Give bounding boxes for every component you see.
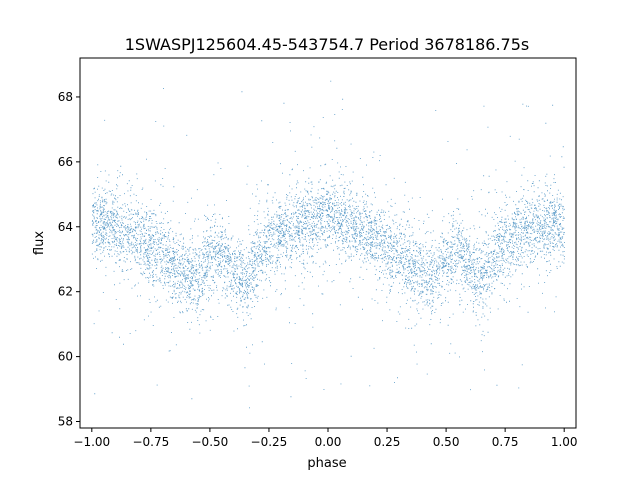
y-axis-label: flux bbox=[32, 231, 47, 255]
x-tick-label: 0.00 bbox=[315, 435, 342, 449]
y-tick-label: 60 bbox=[58, 350, 73, 364]
y-tick-label: 62 bbox=[58, 285, 73, 299]
x-tick-label: 0.75 bbox=[492, 435, 519, 449]
x-tick-label: 0.50 bbox=[433, 435, 460, 449]
y-tick-label: 68 bbox=[58, 90, 73, 104]
y-tick-label: 58 bbox=[58, 415, 73, 429]
x-tick-label: 0.25 bbox=[374, 435, 401, 449]
plot-area bbox=[80, 58, 576, 428]
y-tick-label: 64 bbox=[58, 220, 73, 234]
y-axis-ticks: 58 60 62 64 66 68 bbox=[58, 90, 80, 429]
chart-title: 1SWASPJ125604.45-543754.7 Period 3678186… bbox=[125, 35, 530, 54]
y-tick-label: 66 bbox=[58, 155, 73, 169]
x-axis-label: phase bbox=[307, 456, 346, 471]
x-tick-label: −0.75 bbox=[132, 435, 169, 449]
x-tick-label: −1.00 bbox=[73, 435, 110, 449]
x-tick-label: −0.50 bbox=[192, 435, 229, 449]
x-axis-ticks: −1.00 −0.75 −0.50 −0.25 0.00 0.25 0.50 0.75 1.00 bbox=[73, 428, 578, 449]
x-tick-label: 1.00 bbox=[551, 435, 578, 449]
x-tick-label: −0.25 bbox=[251, 435, 288, 449]
